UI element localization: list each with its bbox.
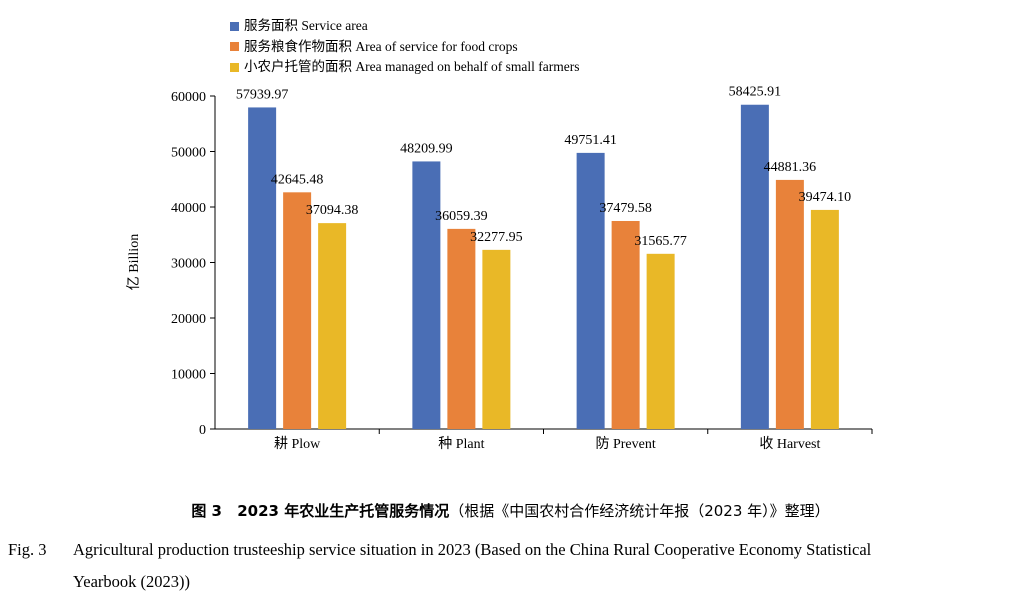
bar-data-label: 42645.48 bbox=[271, 172, 324, 187]
caption-cn-title: 2023 年农业生产托管服务情况 bbox=[237, 502, 450, 520]
bar-chart: 0 10000 20000 30000 40000 50000 60000 57939.97 4… bbox=[171, 85, 873, 452]
y-tick-label: 50000 bbox=[171, 146, 206, 161]
bar-data-label: 44881.36 bbox=[764, 160, 817, 175]
bar bbox=[447, 228, 476, 429]
legend-label: 服务面积 Service area bbox=[244, 18, 368, 33]
legend-swatch bbox=[230, 42, 239, 52]
legend-label: 服务粮食作物面积 Area of service for food crops bbox=[244, 38, 518, 54]
bar-data-label: 37479.58 bbox=[599, 201, 652, 216]
x-tick-label: 种 Plant bbox=[438, 436, 484, 452]
figure-caption-english: Fig. 3 Agricultural production trusteeshi… bbox=[8, 534, 1013, 598]
chart-legend: 服务面积 Service area 服务粮食作物面积 Area of servi… bbox=[230, 16, 580, 78]
figure-caption-chinese: 图 3 2023 年农业生产托管服务情况（根据《中国农村合作经济统计年报（202… bbox=[0, 500, 1021, 521]
bar-data-label: 48209.99 bbox=[400, 141, 453, 156]
x-tick-label: 防 Prevent bbox=[595, 436, 655, 452]
y-tick-label: 20000 bbox=[171, 312, 206, 327]
bar bbox=[810, 209, 839, 429]
legend-item: 服务粮食作物面积 Area of service for food crops bbox=[230, 37, 580, 58]
bar bbox=[646, 253, 675, 429]
legend-swatch bbox=[230, 62, 239, 72]
bar-data-label: 57939.97 bbox=[236, 87, 289, 102]
bar bbox=[740, 104, 769, 429]
caption-en-line1: Agricultural production trusteeship serv… bbox=[73, 540, 872, 559]
legend-label: 小农户托管的面积 Area managed on behalf of small… bbox=[244, 59, 580, 74]
bar-data-label: 39474.10 bbox=[799, 190, 852, 205]
bar bbox=[318, 223, 347, 429]
y-tick-label: 0 bbox=[199, 423, 206, 438]
bar bbox=[576, 152, 605, 429]
caption-cn-number: 图 3 bbox=[191, 502, 222, 520]
bar bbox=[775, 179, 804, 429]
caption-en-line2: Yearbook (2023)) bbox=[73, 572, 191, 591]
bar-data-label: 37094.38 bbox=[306, 203, 359, 218]
bar bbox=[611, 220, 640, 429]
y-axis-label: 亿 Billion bbox=[127, 233, 142, 291]
bar-data-label: 49751.41 bbox=[564, 133, 617, 148]
bar bbox=[412, 161, 441, 429]
y-tick-label: 10000 bbox=[171, 368, 206, 383]
bar bbox=[482, 249, 511, 429]
bar bbox=[248, 107, 277, 429]
legend-item: 服务面积 Service area bbox=[230, 16, 580, 37]
x-tick-label: 收 Harvest bbox=[759, 436, 820, 452]
y-tick-label: 40000 bbox=[171, 201, 206, 216]
x-tick-label: 耕 Plow bbox=[274, 435, 321, 452]
y-tick-label: 30000 bbox=[171, 257, 206, 272]
legend-item: 小农户托管的面积 Area managed on behalf of small… bbox=[230, 57, 580, 78]
bar-data-label: 58425.91 bbox=[729, 85, 782, 100]
bar-data-label: 36059.39 bbox=[435, 209, 488, 224]
bar-data-label: 31565.77 bbox=[634, 234, 687, 249]
legend-swatch bbox=[230, 21, 239, 31]
bar bbox=[283, 192, 312, 429]
y-tick-label: 60000 bbox=[171, 90, 206, 105]
caption-cn-note: （根据《中国农村合作经济统计年报（2023 年）》整理） bbox=[449, 502, 830, 520]
caption-en-number: Fig. 3 bbox=[8, 540, 47, 559]
bar-data-label: 32277.95 bbox=[470, 230, 523, 245]
